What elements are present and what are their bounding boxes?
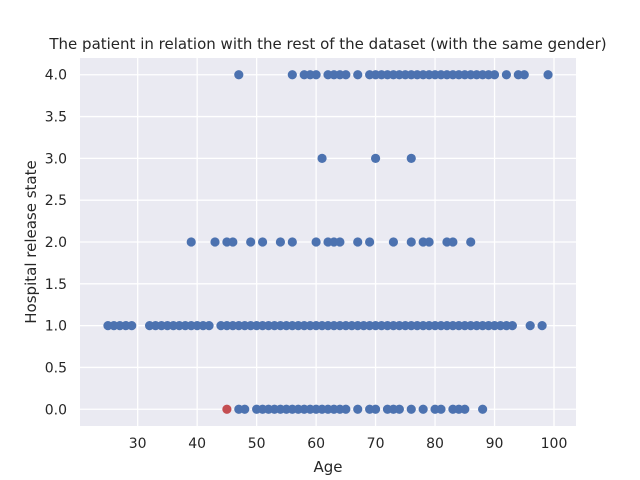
data-point — [424, 237, 434, 247]
x-tick-label: 100 — [541, 436, 568, 452]
y-tick-label: 1.0 — [45, 319, 67, 335]
data-point — [234, 70, 244, 80]
x-tick-label: 60 — [307, 436, 325, 452]
data-point — [287, 237, 297, 247]
y-tick-labels: 0.0 0.5 1.0 1.5 2.0 2.5 3.0 3.5 4.0 — [45, 68, 67, 419]
y-tick-label: 3.5 — [45, 110, 67, 126]
data-point — [406, 404, 416, 414]
y-tick-label: 1.5 — [45, 277, 67, 293]
y-tick-label: 0.5 — [45, 360, 67, 376]
y-tick-label: 4.0 — [45, 68, 67, 84]
data-point — [186, 237, 196, 247]
x-tick-label: 50 — [248, 436, 266, 452]
x-tick-label: 80 — [426, 436, 444, 452]
data-point — [418, 404, 428, 414]
data-point — [317, 153, 327, 163]
x-tick-label: 70 — [367, 436, 385, 452]
data-point — [257, 237, 268, 247]
data-point — [406, 237, 416, 247]
data-point — [537, 321, 547, 331]
data-point — [525, 321, 535, 331]
data-point — [370, 404, 381, 414]
data-point — [246, 237, 256, 247]
data-point — [436, 404, 446, 414]
data-point — [478, 404, 488, 414]
data-point — [127, 321, 137, 331]
data-point — [507, 321, 517, 331]
data-point — [210, 237, 220, 247]
y-tick-label: 2.0 — [45, 235, 67, 251]
data-point — [519, 70, 529, 80]
data-point — [501, 70, 512, 80]
data-point — [287, 70, 297, 80]
y-tick-label: 2.5 — [45, 193, 67, 209]
data-point — [543, 70, 553, 80]
data-point — [335, 237, 345, 247]
data-point — [311, 237, 321, 247]
data-point — [240, 404, 250, 414]
data-point — [353, 70, 363, 80]
y-axis-label: Hospital release state — [22, 160, 40, 323]
data-point — [388, 237, 399, 247]
y-tick-label: 0.0 — [45, 402, 67, 418]
data-point — [353, 237, 363, 247]
data-point — [406, 153, 416, 163]
x-tick-labels: 30 40 50 60 70 80 90 100 — [129, 436, 568, 452]
x-axis-label: Age — [313, 458, 342, 476]
data-point — [448, 237, 458, 247]
data-point — [365, 237, 375, 247]
data-point — [466, 237, 476, 247]
data-point — [204, 321, 214, 331]
data-point — [353, 404, 363, 414]
x-tick-label: 40 — [188, 436, 206, 452]
data-point — [228, 237, 238, 247]
chart-title: The patient in relation with the rest of… — [48, 35, 606, 53]
highlighted-patient-point — [222, 404, 232, 414]
data-point — [311, 70, 321, 80]
data-point — [341, 70, 351, 80]
data-point — [394, 404, 404, 414]
data-points — [103, 70, 553, 414]
data-point — [370, 153, 381, 163]
x-tick-label: 90 — [486, 436, 504, 452]
data-point — [341, 404, 351, 414]
y-tick-label: 3.0 — [45, 151, 67, 167]
data-point — [460, 404, 470, 414]
x-tick-label: 30 — [129, 436, 147, 452]
data-point — [489, 70, 500, 80]
data-point — [275, 237, 286, 247]
